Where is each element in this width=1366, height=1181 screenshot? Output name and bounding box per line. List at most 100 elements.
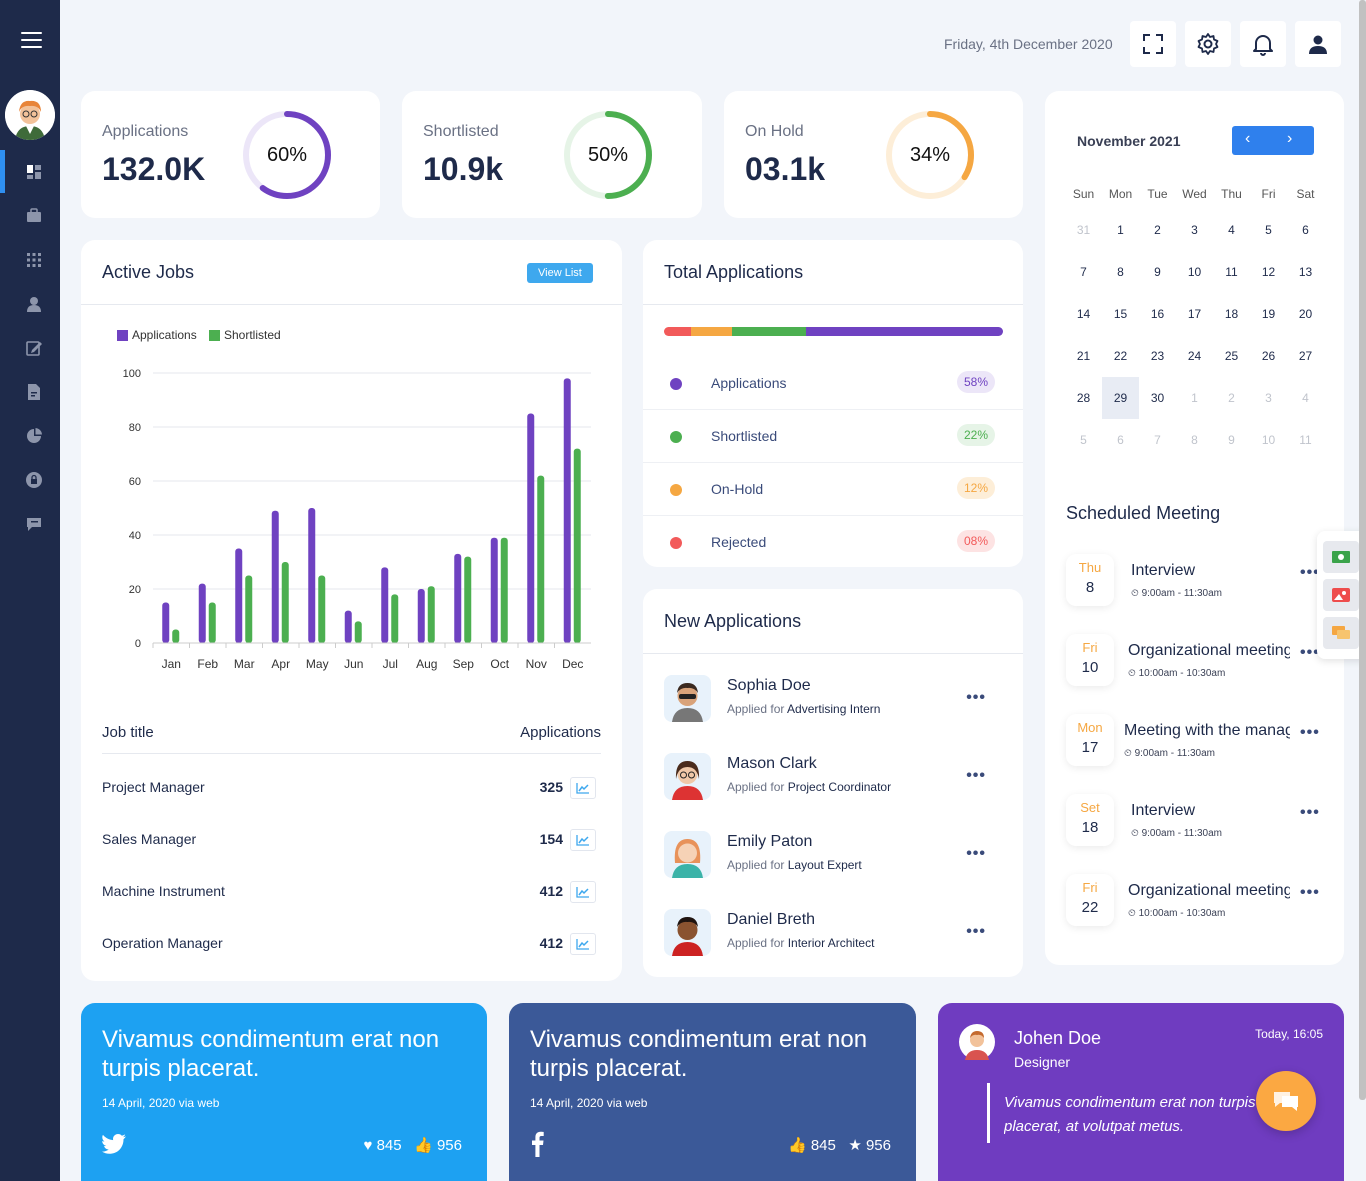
bar-shortlisted-sep[interactable] [464,556,472,643]
bar-applications-apr[interactable] [271,510,279,643]
more-options-icon[interactable]: ••• [966,767,986,784]
calendar-day[interactable]: 5 [1265,222,1272,237]
calendar-day[interactable]: 8 [1191,432,1198,447]
bar-shortlisted-jan[interactable] [172,629,180,644]
calendar-day[interactable]: 25 [1224,348,1239,363]
bar-shortlisted-dec[interactable] [573,448,581,643]
chat-fab-button[interactable] [1256,1071,1316,1131]
calendar-day[interactable]: 15 [1113,306,1128,321]
calendar-day[interactable]: 9 [1228,432,1235,447]
user-icon[interactable] [24,294,44,314]
calendar-day[interactable]: 3 [1265,390,1272,405]
meeting-item[interactable]: Fri 10 Organizational meeting ⏲ 10:00am -… [1066,634,1326,694]
more-options-icon[interactable]: ••• [966,845,986,862]
more-options-icon[interactable]: ••• [1300,724,1320,741]
calendar-day[interactable]: 17 [1187,306,1202,321]
bar-shortlisted-jul[interactable] [391,594,399,643]
bar-shortlisted-apr[interactable] [281,562,289,643]
calendar-day[interactable]: 29 [1102,377,1139,419]
calendar-day[interactable]: 10 [1261,432,1276,447]
gallery-button[interactable] [1323,579,1359,611]
settings-button[interactable] [1185,21,1231,67]
calendar-day[interactable]: 1 [1191,390,1198,405]
meeting-item[interactable]: Set 18 Interview ⏲ 9:00am - 11:30am ••• [1066,794,1326,854]
calendar-day[interactable]: 23 [1150,348,1165,363]
calendar-day[interactable]: 2 [1228,390,1235,405]
view-list-button[interactable]: View List [527,263,593,283]
messages-button[interactable] [1323,617,1359,649]
bar-shortlisted-may[interactable] [318,575,326,644]
calendar-day[interactable]: 3 [1191,222,1198,237]
bar-shortlisted-oct[interactable] [500,537,508,643]
bar-applications-nov[interactable] [527,413,535,644]
sidebar-avatar[interactable] [5,90,55,140]
applicant-row[interactable]: Emily Paton Applied for Layout Expert ••… [664,831,1002,909]
more-options-icon[interactable]: ••• [1300,884,1320,901]
trend-button[interactable] [570,933,596,955]
calendar-day[interactable]: 30 [1150,390,1165,405]
prev-month-button[interactable]: ‹ [1245,130,1251,147]
calendar-day[interactable]: 20 [1298,306,1313,321]
bar-applications-oct[interactable] [490,537,498,643]
bar-applications-mar[interactable] [235,548,243,644]
calendar-day[interactable]: 19 [1261,306,1276,321]
bar-applications-feb[interactable] [198,583,206,643]
legend-item-shortlisted[interactable]: Shortlisted [209,328,281,342]
more-options-icon[interactable]: ••• [966,689,986,706]
list-item[interactable]: Rejected 08% [643,516,1023,569]
chat-icon[interactable] [24,514,44,534]
legend-item-applications[interactable]: Applications [117,328,197,342]
trend-button[interactable] [570,881,596,903]
apps-grid-icon[interactable] [24,250,44,270]
bar-applications-sep[interactable] [454,553,462,643]
trend-button[interactable] [570,777,596,799]
meeting-item[interactable]: Thu 8 Interview ⏲ 9:00am - 11:30am ••• [1066,554,1326,614]
bar-applications-may[interactable] [308,508,316,643]
applicant-row[interactable]: Sophia Doe Applied for Advertising Inter… [664,675,1002,753]
calendar-day[interactable]: 6 [1117,432,1124,447]
calendar-day[interactable]: 13 [1298,264,1313,279]
meeting-item[interactable]: Mon 17 Meeting with the manager ⏲ 9:00am … [1066,714,1326,774]
edit-icon[interactable] [24,338,44,358]
calendar-day[interactable]: 16 [1150,306,1165,321]
bar-shortlisted-mar[interactable] [245,575,253,644]
list-item[interactable]: Applications 58% [643,357,1023,410]
more-options-icon[interactable]: ••• [966,923,986,940]
meeting-item[interactable]: Fri 22 Organizational meeting ⏲ 10:00am -… [1066,874,1326,934]
applicant-row[interactable]: Mason Clark Applied for Project Coordina… [664,753,1002,831]
calendar-day[interactable]: 18 [1224,306,1239,321]
calendar-day[interactable]: 4 [1228,222,1235,237]
more-options-icon[interactable]: ••• [1300,804,1320,821]
calendar-day[interactable]: 28 [1076,390,1091,405]
fullscreen-button[interactable] [1130,21,1176,67]
menu-icon[interactable] [21,32,42,48]
dashboard-icon[interactable] [24,162,44,182]
calendar-day[interactable]: 26 [1261,348,1276,363]
bar-applications-jul[interactable] [381,567,389,643]
pie-chart-icon[interactable] [24,426,44,446]
more-options-icon[interactable]: ••• [1300,644,1320,661]
lock-icon[interactable] [24,470,44,490]
bar-applications-jan[interactable] [162,602,170,644]
notifications-button[interactable] [1240,21,1286,67]
calendar-day[interactable]: 11 [1225,264,1238,279]
calendar-day[interactable]: 9 [1154,264,1161,279]
calendar-day[interactable]: 22 [1113,348,1128,363]
trend-button[interactable] [570,829,596,851]
calendar-day[interactable]: 2 [1154,222,1161,237]
calendar-day[interactable]: 24 [1187,348,1202,363]
list-item[interactable]: On-Hold 12% [643,463,1023,516]
bar-shortlisted-jun[interactable] [354,621,362,643]
bar-shortlisted-nov[interactable] [537,475,545,643]
calendar-day[interactable]: 7 [1154,432,1161,447]
list-item[interactable]: Shortlisted 22% [643,410,1023,463]
calendar-day[interactable]: 21 [1076,348,1091,363]
document-icon[interactable] [24,382,44,402]
profile-button[interactable] [1295,21,1341,67]
calendar-day[interactable]: 1 [1117,222,1124,237]
facebook-icon[interactable] [531,1131,544,1157]
twitter-icon[interactable] [102,1134,126,1154]
calendar-day[interactable]: 12 [1261,264,1276,279]
next-month-button[interactable]: › [1287,130,1293,147]
applicant-row[interactable]: Daniel Breth Applied for Interior Archit… [664,909,1002,987]
